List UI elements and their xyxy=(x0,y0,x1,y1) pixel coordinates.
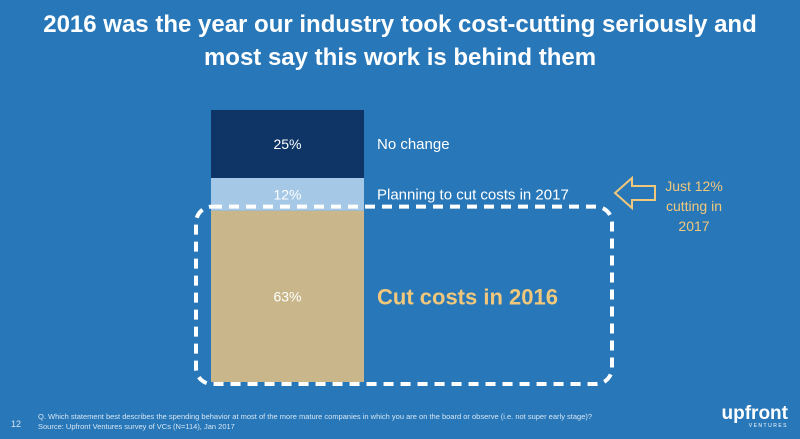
series-label-cut-costs-in-2016: Cut costs in 2016 xyxy=(377,284,558,309)
slide-title-line-1: 2016 was the year our industry took cost… xyxy=(43,11,757,38)
logo-subtext: VENTURES xyxy=(748,423,788,429)
callout-arrow-icon xyxy=(613,175,656,211)
footnote-source: Source: Upfront Ventures survey of VCs (… xyxy=(38,422,235,431)
callout-line-3: 2017 xyxy=(678,218,710,234)
bar-segment-cut-costs-in-2016 xyxy=(211,210,364,382)
page-number: 12 xyxy=(11,419,22,429)
footnote-question: Q. Which statement best describes the sp… xyxy=(38,412,593,421)
series-label-planning-to-cut-costs-in-2017: Planning to cut costs in 2017 xyxy=(377,186,569,203)
callout-text: Just 12% cutting in 2017 xyxy=(658,176,730,236)
callout-line-1: Just 12% xyxy=(665,178,723,194)
bar-segment-no-change xyxy=(211,110,364,178)
series-label-no-change: No change xyxy=(377,136,450,153)
callout-line-2: cutting in xyxy=(665,198,723,214)
upfront-logo: upfront VENTURES xyxy=(721,403,788,429)
value-label-planning-to-cut-costs-in-2017: 12% xyxy=(273,186,301,202)
value-label-cut-costs-in-2016: 63% xyxy=(273,288,301,304)
logo-wordmark: upfront xyxy=(721,403,788,424)
footnote: Q. Which statement best describes the sp… xyxy=(38,412,592,432)
slide-title-line-2: most say this work is behind them xyxy=(203,44,597,71)
highlight-dashed-box xyxy=(194,204,614,386)
value-label-no-change: 25% xyxy=(273,136,301,152)
slide-title: 2016 was the year our industry took cost… xyxy=(0,8,800,74)
